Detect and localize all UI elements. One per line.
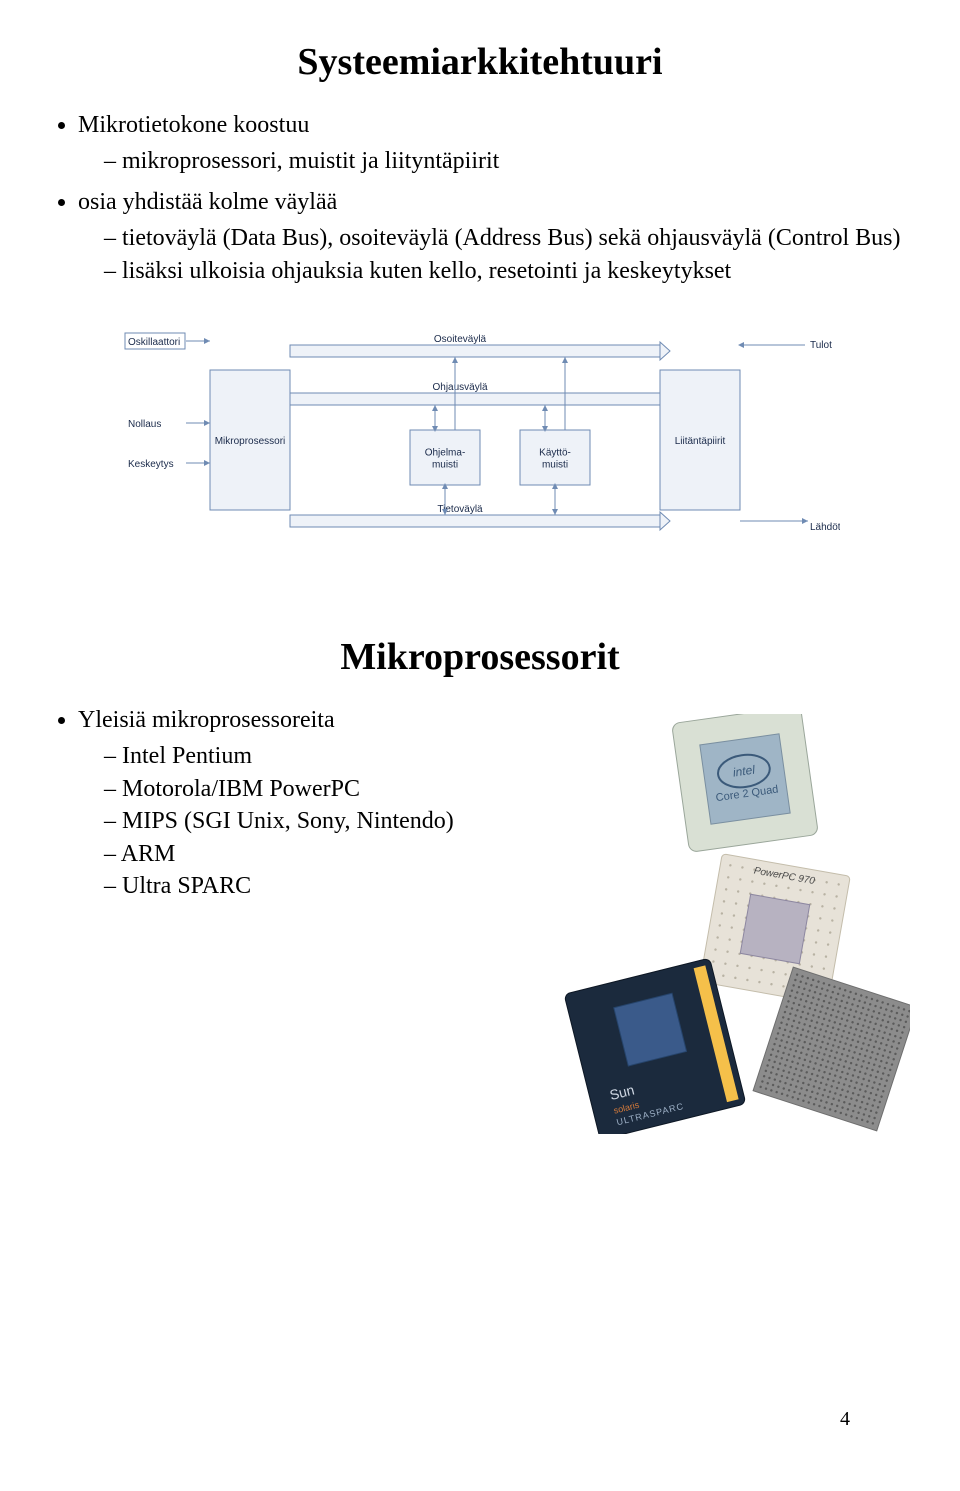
slide-title: Systeemiarkkitehtuuri — [50, 40, 910, 84]
bullet-list: Mikrotietokone koostuu mikroprosessori, m… — [50, 109, 910, 287]
sub-bullet-item: Intel Pentium — [104, 740, 490, 772]
svg-text:Ohjelma-: Ohjelma- — [425, 447, 466, 458]
bullet-item: Yleisiä mikroprosessoreita — [78, 704, 490, 736]
sub-bullet-item: MIPS (SGI Unix, Sony, Nintendo) — [104, 805, 490, 837]
slide-microprocessors: Mikroprosessorit Yleisiä mikroprosessore… — [50, 635, 910, 1139]
svg-text:muisti: muisti — [432, 459, 458, 470]
svg-text:Nollaus: Nollaus — [128, 419, 161, 430]
page-number: 4 — [840, 1408, 850, 1431]
svg-text:Käyttö-: Käyttö- — [539, 447, 571, 458]
sub-bullet-list: tietoväylä (Data Bus), osoiteväylä (Addr… — [78, 222, 910, 287]
sub-bullet-list: mikroprosessori, muistit ja liityntäpiir… — [78, 145, 910, 177]
svg-text:Liitäntäpiirit: Liitäntäpiirit — [675, 436, 726, 447]
sub-bullet-item: tietoväylä (Data Bus), osoiteväylä (Addr… — [104, 222, 910, 254]
sub-bullet-list: Intel PentiumMotorola/IBM PowerPCMIPS (S… — [78, 740, 490, 902]
svg-text:Osoiteväylä: Osoiteväylä — [434, 334, 487, 345]
chip-illustrations: intelCore 2 QuadPowerPC 970IBMSunsolaris… — [520, 704, 910, 1139]
svg-text:muisti: muisti — [542, 459, 568, 470]
svg-text:Keskeytys: Keskeytys — [128, 459, 174, 470]
sub-bullet-item: mikroprosessori, muistit ja liityntäpiir… — [104, 145, 910, 177]
svg-text:Lähdöt: Lähdöt — [810, 522, 840, 533]
slide-title: Mikroprosessorit — [50, 635, 910, 679]
svg-text:Mikroprosessori: Mikroprosessori — [215, 436, 286, 447]
sub-bullet-item: Motorola/IBM PowerPC — [104, 773, 490, 805]
sub-bullet-item: lisäksi ulkoisia ohjauksia kuten kello, … — [104, 255, 910, 287]
bullet-item: Mikrotietokone koostuu — [78, 109, 910, 141]
slide-system-architecture: Systeemiarkkitehtuuri Mikrotietokone koo… — [50, 40, 910, 555]
architecture-diagram: Osoiteväylä Ohjausväylä Tietoväylä Mikropro… — [120, 315, 840, 555]
svg-text:Tulot: Tulot — [810, 340, 832, 351]
sub-bullet-item: ARM — [104, 838, 490, 870]
bullet-list: Yleisiä mikroprosessoreitaIntel PentiumM… — [50, 704, 490, 902]
svg-text:Ohjausväylä: Ohjausväylä — [432, 382, 487, 393]
svg-text:Oskillaattori: Oskillaattori — [128, 337, 180, 348]
svg-text:Tietoväylä: Tietoväylä — [437, 504, 483, 515]
sub-bullet-item: Ultra SPARC — [104, 870, 490, 902]
bullet-item: osia yhdistää kolme väylää — [78, 186, 910, 218]
